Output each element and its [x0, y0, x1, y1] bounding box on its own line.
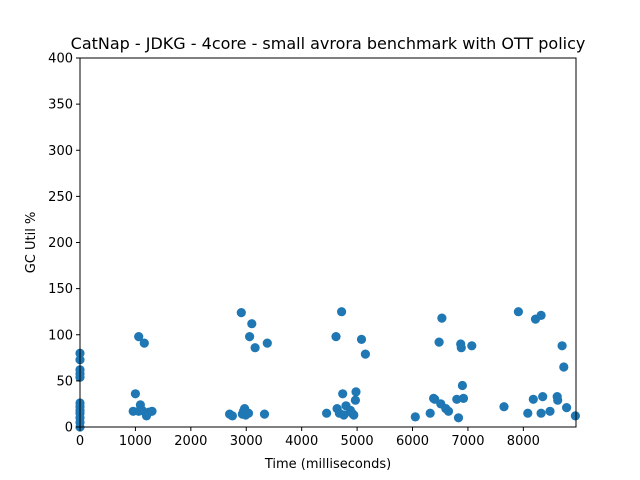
data-point — [553, 395, 563, 405]
data-point — [134, 332, 144, 342]
y-tick-label: 50 — [56, 374, 73, 389]
data-point — [457, 380, 467, 391]
x-tick-label: 4000 — [285, 434, 318, 449]
data-point — [147, 406, 157, 416]
x-tick-label: 3000 — [230, 434, 263, 449]
data-point — [453, 413, 464, 423]
data-point — [559, 362, 569, 372]
data-point — [130, 389, 140, 399]
data-point — [250, 343, 260, 353]
data-point — [247, 319, 257, 329]
y-tick-label: 100 — [48, 328, 73, 343]
data-point — [134, 406, 144, 416]
plot-frame — [79, 57, 577, 428]
data-point — [425, 408, 435, 418]
data-point — [434, 337, 444, 347]
x-axis-ticks: 0 1000 2000 3000 4000 5000 6000 7000 8000 — [76, 427, 540, 449]
data-point — [259, 409, 270, 419]
data-point — [322, 408, 332, 418]
data-point — [338, 389, 348, 399]
data-point — [528, 394, 538, 404]
data-point — [499, 402, 509, 412]
data-point — [236, 308, 246, 318]
data-point — [570, 411, 581, 421]
y-tick-label: 150 — [48, 282, 73, 297]
x-tick-label: 2000 — [174, 434, 207, 449]
data-point — [243, 408, 254, 418]
data-point — [523, 408, 533, 418]
data-point — [349, 410, 359, 420]
y-axis-ticks: 0 50 100 150 200 250 300 350 400 — [48, 52, 80, 436]
data-point — [339, 410, 349, 420]
y-tick-label: 300 — [48, 144, 73, 159]
y-axis-label: GC Util % — [24, 212, 39, 274]
x-tick-label: 5000 — [341, 434, 374, 449]
data-point — [227, 411, 237, 421]
y-tick-label: 400 — [48, 52, 73, 67]
x-tick-label: 7000 — [451, 434, 484, 449]
data-point — [513, 307, 524, 317]
data-point — [139, 338, 149, 348]
y-tick-label: 250 — [48, 190, 73, 205]
data-point — [452, 394, 462, 404]
x-tick-label: 6000 — [396, 434, 429, 449]
data-point — [262, 338, 272, 348]
x-tick-label: 1000 — [119, 434, 152, 449]
data-point — [557, 341, 567, 351]
data-point — [545, 406, 555, 416]
data-point — [443, 406, 454, 416]
plot-area — [80, 58, 576, 427]
x-tick-label: 8000 — [507, 434, 540, 449]
y-tick-label: 0 — [65, 421, 73, 436]
x-tick-label: 0 — [76, 434, 84, 449]
data-point — [458, 393, 469, 403]
data-point — [437, 313, 447, 323]
data-point — [337, 307, 347, 317]
x-axis-label: Time (milliseconds) — [264, 457, 391, 472]
data-point — [360, 349, 370, 359]
y-tick-label: 350 — [48, 98, 73, 113]
data-point — [245, 332, 255, 342]
data-point — [536, 310, 546, 320]
chart-title: CatNap - JDKG - 4core - small avrora ben… — [71, 34, 586, 53]
data-point — [350, 395, 360, 405]
data-points — [75, 307, 581, 432]
data-point — [410, 412, 420, 422]
data-point — [351, 387, 361, 397]
data-point — [538, 392, 548, 402]
data-point — [562, 403, 572, 413]
data-point — [467, 341, 477, 351]
data-point — [456, 343, 466, 353]
data-point — [331, 332, 341, 342]
y-tick-label: 200 — [48, 236, 73, 251]
data-point — [536, 408, 546, 418]
data-point — [356, 334, 367, 344]
